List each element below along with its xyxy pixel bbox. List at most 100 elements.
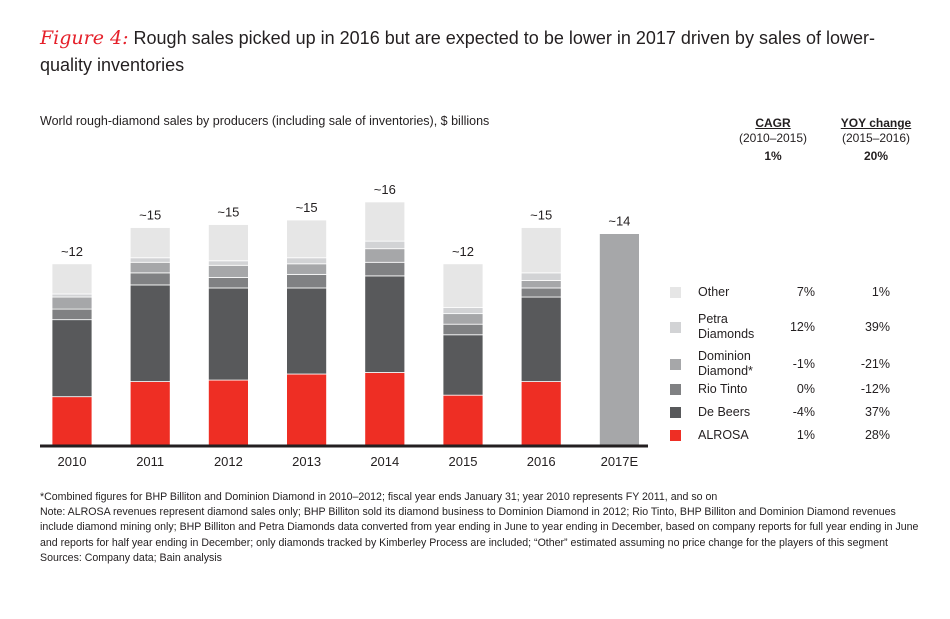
yoy-title: YOY change (840, 116, 912, 130)
total-label-2016: ~15 (530, 208, 552, 223)
bar-segment-petra-diamonds-2015 (442, 307, 484, 315)
bar-segment-other-2014 (364, 201, 406, 242)
bar-segment-petra-diamonds-2016 (520, 272, 562, 281)
x-tick-label-2011: 2011 (136, 454, 164, 469)
figure-label: Figure 4: (40, 27, 129, 49)
bar-segment-alrosa-2016 (520, 381, 562, 446)
bar-segment-other-2015 (442, 263, 484, 308)
x-tick-label-2010: 2010 (58, 454, 87, 469)
legend-yoy-value: 39% (864, 320, 890, 334)
legend-swatch (670, 430, 681, 441)
legend-swatch (670, 287, 681, 298)
bar-segment-rio-tinto-2011 (129, 272, 171, 286)
bar-segment-petra-diamonds-2013 (286, 257, 328, 265)
bar-segment-petra-diamonds-2011 (129, 257, 171, 263)
legend-cagr-value: 12% (789, 320, 815, 334)
legend-cagr-value: 1% (796, 428, 815, 442)
bar-segment-rio-tinto-2014 (364, 261, 406, 277)
total-label-2015: ~12 (452, 244, 474, 259)
bar-segment-de-beers-2015 (442, 334, 484, 396)
x-tick-label-2014: 2014 (370, 454, 399, 469)
bar-segment-de-beers-2014 (364, 275, 406, 373)
cagr-title: CAGR (755, 116, 791, 130)
bar-segment-alrosa-2013 (286, 373, 328, 446)
bar-segment-dominion-diamond--2013 (286, 263, 328, 275)
footnote-note: Note: ALROSA revenues represent diamond … (40, 506, 919, 549)
bar-segment-other-2013 (286, 219, 328, 259)
yoy-period: (2015–2016) (841, 131, 911, 145)
chart-subtitle: World rough-diamond sales by producers (… (40, 114, 490, 128)
title-text: Rough sales picked up in 2016 but are ex… (40, 28, 875, 75)
x-tick-label-2013: 2013 (292, 454, 321, 469)
legend-label: De Beers (698, 405, 751, 419)
footnote-sources: Sources: Company data; Bain analysis (40, 551, 222, 564)
x-tick-label-2015: 2015 (449, 454, 478, 469)
bar-segment-petra-diamonds-2012 (207, 260, 249, 266)
cagr-total: 1% (764, 149, 782, 163)
chart-title: Figure 4: Rough sales picked up in 2016 … (40, 25, 920, 79)
bar-segment-dominion-diamond--2014 (364, 248, 406, 263)
bar-segment-other-2016 (520, 227, 562, 274)
legend-cagr-value: 0% (796, 382, 815, 396)
bar-segment-rio-tinto-2010 (51, 308, 93, 321)
bar-segment-alrosa-2010 (51, 396, 93, 446)
legend-swatch (670, 384, 681, 395)
x-tick-label-2016: 2016 (527, 454, 556, 469)
bar-segment-other-2012 (207, 224, 249, 262)
cagr-header: CAGR (2010–2015) 1% (723, 116, 823, 164)
cagr-period: (2010–2015) (738, 131, 808, 145)
bar-segment-de-beers-2010 (51, 319, 93, 398)
bar-segment-petra-diamonds-2010 (51, 293, 93, 298)
bar-segment-de-beers-2011 (129, 284, 171, 382)
bar-segment-total-estimate--2017E (599, 233, 640, 446)
legend-label: Rio Tinto (698, 382, 748, 396)
bar-segment-dominion-diamond--2010 (51, 296, 93, 310)
bar-segment-petra-diamonds-2014 (364, 240, 406, 250)
legend-label: ALROSA (698, 428, 749, 442)
bar-segment-dominion-diamond--2016 (520, 280, 562, 289)
legend-swatch (670, 407, 681, 418)
legend-cagr-value: -4% (792, 405, 815, 419)
bar-segment-rio-tinto-2016 (520, 287, 562, 298)
legend-label: Dominion Diamond* (698, 349, 753, 378)
total-label-2017E: ~14 (608, 214, 630, 229)
legend-cagr-value: -1% (792, 357, 815, 371)
footnotes: *Combined figures for BHP Billiton and D… (40, 490, 920, 566)
bar-segment-dominion-diamond--2015 (442, 313, 484, 325)
total-label-2014: ~16 (374, 182, 396, 197)
bar-segment-de-beers-2012 (207, 287, 249, 381)
bar-segment-rio-tinto-2012 (207, 276, 249, 289)
total-label-2013: ~15 (296, 200, 318, 215)
legend-yoy-value: 28% (864, 428, 890, 442)
footnote-asterisk: *Combined figures for BHP Billiton and D… (40, 491, 718, 503)
bar-segment-alrosa-2015 (442, 394, 484, 446)
bar-segment-other-2011 (129, 227, 171, 259)
legend-label: Other (698, 285, 730, 299)
legend-yoy-value: -21% (860, 357, 890, 371)
yoy-header: YOY change (2015–2016) 20% (826, 116, 926, 164)
bar-segment-rio-tinto-2013 (286, 273, 328, 289)
legend-cagr-value: 7% (796, 285, 815, 299)
bar-segment-de-beers-2013 (286, 287, 328, 375)
total-label-2010: ~12 (61, 244, 83, 259)
bar-segment-alrosa-2014 (364, 372, 406, 446)
legend-swatch (670, 322, 681, 333)
x-tick-label-2017E: 2017E (601, 454, 639, 469)
legend-yoy-value: 37% (864, 405, 890, 419)
total-label-2011: ~15 (139, 208, 161, 223)
legend-yoy-value: 1% (871, 285, 890, 299)
bar-segment-alrosa-2012 (207, 379, 249, 446)
bar-segment-rio-tinto-2015 (442, 323, 484, 336)
total-label-2012: ~15 (217, 205, 239, 220)
bar-segment-de-beers-2016 (520, 296, 562, 382)
legend-yoy-value: -12% (860, 382, 890, 396)
yoy-total: 20% (863, 149, 889, 163)
legend-swatch (670, 359, 681, 370)
bar-segment-dominion-diamond--2012 (207, 264, 249, 278)
bar-segment-alrosa-2011 (129, 381, 171, 446)
bar-segment-dominion-diamond--2011 (129, 261, 171, 274)
bar-segment-other-2010 (51, 263, 93, 295)
legend-label: Petra Diamonds (698, 312, 755, 341)
x-tick-label-2012: 2012 (214, 454, 243, 469)
